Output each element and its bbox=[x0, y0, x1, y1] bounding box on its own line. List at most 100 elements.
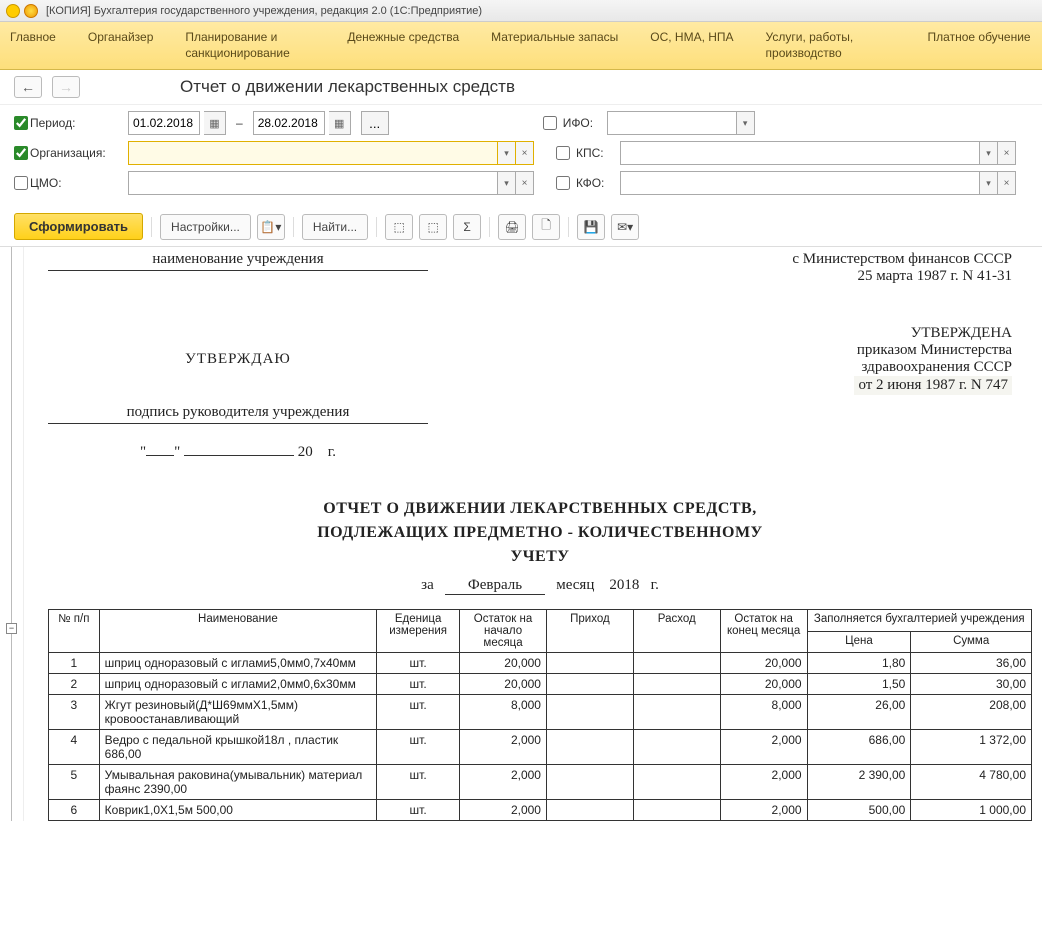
cell-end: 8,000 bbox=[720, 695, 807, 730]
cell-npp: 3 bbox=[49, 695, 100, 730]
cell-in bbox=[546, 765, 633, 800]
cell-out bbox=[633, 674, 720, 695]
menu-materials[interactable]: Материальные запасы bbox=[491, 30, 618, 61]
date-to-input[interactable] bbox=[253, 111, 325, 135]
separator bbox=[568, 217, 569, 237]
cell-unit: шт. bbox=[377, 800, 460, 821]
cell-start: 20,000 bbox=[460, 653, 547, 674]
period-label: Период: bbox=[30, 116, 100, 130]
ifo-checkbox[interactable] bbox=[543, 116, 557, 130]
expand-button[interactable]: ⬚ bbox=[385, 214, 413, 240]
cell-sum: 30,00 bbox=[911, 674, 1032, 695]
ifo-input[interactable] bbox=[607, 111, 737, 135]
table-row[interactable]: 4Ведро с педальной крышкой18л , пластик … bbox=[49, 730, 1032, 765]
menu-planning[interactable]: Планирование и санкционирование bbox=[185, 30, 315, 61]
save-button[interactable]: 💾 bbox=[577, 214, 605, 240]
print-button[interactable]: 🖨 bbox=[498, 214, 526, 240]
right-line-3: УТВЕРЖДЕНА bbox=[692, 325, 1012, 342]
kfo-checkbox[interactable] bbox=[556, 176, 570, 190]
cell-price: 500,00 bbox=[807, 800, 911, 821]
collapse-button[interactable]: ⬚ bbox=[419, 214, 447, 240]
table-row[interactable]: 2шприц одноразовый с иглами2,0мм0,6х30мм… bbox=[49, 674, 1032, 695]
date-from-input[interactable] bbox=[128, 111, 200, 135]
titlebar: [КОПИЯ] Бухгалтерия государственного учр… bbox=[0, 0, 1042, 22]
kps-checkbox[interactable] bbox=[556, 146, 570, 160]
date-to-calendar-icon[interactable]: ▦ bbox=[329, 111, 351, 135]
th-start: Остаток на начало месяца bbox=[460, 610, 547, 653]
cell-out bbox=[633, 800, 720, 821]
find-button[interactable]: Найти... bbox=[302, 214, 368, 240]
cell-sum: 1 372,00 bbox=[911, 730, 1032, 765]
report-document: наименование учреждения УТВЕРЖДАЮ подпис… bbox=[24, 247, 1042, 821]
menu-main[interactable]: Главное bbox=[10, 30, 56, 61]
period-checkbox[interactable] bbox=[14, 116, 28, 130]
cell-in bbox=[546, 730, 633, 765]
outline-gutter: − bbox=[0, 247, 24, 821]
forward-button[interactable]: → bbox=[52, 76, 80, 98]
kfo-clear-icon[interactable]: × bbox=[998, 171, 1016, 195]
table-row[interactable]: 6Коврик1,0Х1,5м 500,00шт.2,0002,000500,0… bbox=[49, 800, 1032, 821]
back-button[interactable]: ← bbox=[14, 76, 42, 98]
cell-price: 686,00 bbox=[807, 730, 911, 765]
collapse-toggle-icon[interactable]: − bbox=[6, 623, 17, 634]
menu-assets[interactable]: ОС, НМА, НПА bbox=[650, 30, 733, 61]
cell-name: шприц одноразовый с иглами5,0мм0,7х40мм bbox=[99, 653, 376, 674]
right-line-4: приказом Министерства bbox=[692, 342, 1012, 359]
cmo-dropdown-icon[interactable]: ▾ bbox=[498, 171, 516, 195]
app-icon-2 bbox=[24, 4, 38, 18]
copy-button[interactable]: 📋▾ bbox=[257, 214, 285, 240]
right-line-1: с Министерством финансов СССР bbox=[692, 251, 1012, 268]
cmo-checkbox[interactable] bbox=[14, 176, 28, 190]
menu-services[interactable]: Услуги, работы, производство bbox=[766, 30, 896, 61]
menu-cash[interactable]: Денежные средства bbox=[347, 30, 459, 61]
org-input[interactable] bbox=[128, 141, 498, 165]
org-checkbox[interactable] bbox=[14, 146, 28, 160]
ifo-dropdown-icon[interactable]: ▾ bbox=[737, 111, 755, 135]
kfo-dropdown-icon[interactable]: ▾ bbox=[980, 171, 998, 195]
separator bbox=[151, 217, 152, 237]
generate-button[interactable]: Сформировать bbox=[14, 213, 143, 240]
cell-unit: шт. bbox=[377, 695, 460, 730]
cell-out bbox=[633, 730, 720, 765]
date-from-calendar-icon[interactable]: ▦ bbox=[204, 111, 226, 135]
cell-end: 20,000 bbox=[720, 653, 807, 674]
table-row[interactable]: 1шприц одноразовый с иглами5,0мм0,7х40мм… bbox=[49, 653, 1032, 674]
menu-education[interactable]: Платное обучение bbox=[928, 30, 1031, 61]
preview-button[interactable]: 🗋 bbox=[532, 214, 560, 240]
menu-organizer[interactable]: Органайзер bbox=[88, 30, 154, 61]
cell-sum: 36,00 bbox=[911, 653, 1032, 674]
cell-unit: шт. bbox=[377, 653, 460, 674]
table-row[interactable]: 5Умывальная раковина(умывальник) материа… bbox=[49, 765, 1032, 800]
th-unit: Еденица измерения bbox=[377, 610, 460, 653]
kps-input[interactable] bbox=[620, 141, 980, 165]
settings-button[interactable]: Настройки... bbox=[160, 214, 251, 240]
table-row[interactable]: 3Жгут резиновый(Д*Ш69ммХ1,5мм) кровооста… bbox=[49, 695, 1032, 730]
email-button[interactable]: ✉▾ bbox=[611, 214, 639, 240]
cell-out bbox=[633, 695, 720, 730]
kfo-label: КФО: bbox=[576, 176, 616, 190]
separator bbox=[293, 217, 294, 237]
org-clear-icon[interactable]: × bbox=[516, 141, 534, 165]
cell-price: 2 390,00 bbox=[807, 765, 911, 800]
institution-name-line: наименование учреждения bbox=[48, 251, 428, 271]
kps-dropdown-icon[interactable]: ▾ bbox=[980, 141, 998, 165]
ifo-label: ИФО: bbox=[563, 116, 603, 130]
org-dropdown-icon[interactable]: ▾ bbox=[498, 141, 516, 165]
approve-word: УТВЕРЖДАЮ bbox=[48, 351, 428, 368]
cell-sum: 208,00 bbox=[911, 695, 1032, 730]
sum-button[interactable]: Σ bbox=[453, 214, 481, 240]
cell-name: Ведро с педальной крышкой18л , пластик 6… bbox=[99, 730, 376, 765]
org-label: Организация: bbox=[30, 146, 106, 160]
kfo-input[interactable] bbox=[620, 171, 980, 195]
cell-price: 1,50 bbox=[807, 674, 911, 695]
cell-npp: 6 bbox=[49, 800, 100, 821]
data-table: № п/п Наименование Еденица измерения Ост… bbox=[48, 609, 1032, 821]
cell-price: 26,00 bbox=[807, 695, 911, 730]
kps-clear-icon[interactable]: × bbox=[998, 141, 1016, 165]
cell-end: 20,000 bbox=[720, 674, 807, 695]
period-more-button[interactable]: ... bbox=[361, 111, 389, 135]
cell-name: Жгут резиновый(Д*Ш69ммХ1,5мм) кровоостан… bbox=[99, 695, 376, 730]
right-line-2: 25 марта 1987 г. N 41-31 bbox=[692, 268, 1012, 285]
cmo-clear-icon[interactable]: × bbox=[516, 171, 534, 195]
cmo-input[interactable] bbox=[128, 171, 498, 195]
